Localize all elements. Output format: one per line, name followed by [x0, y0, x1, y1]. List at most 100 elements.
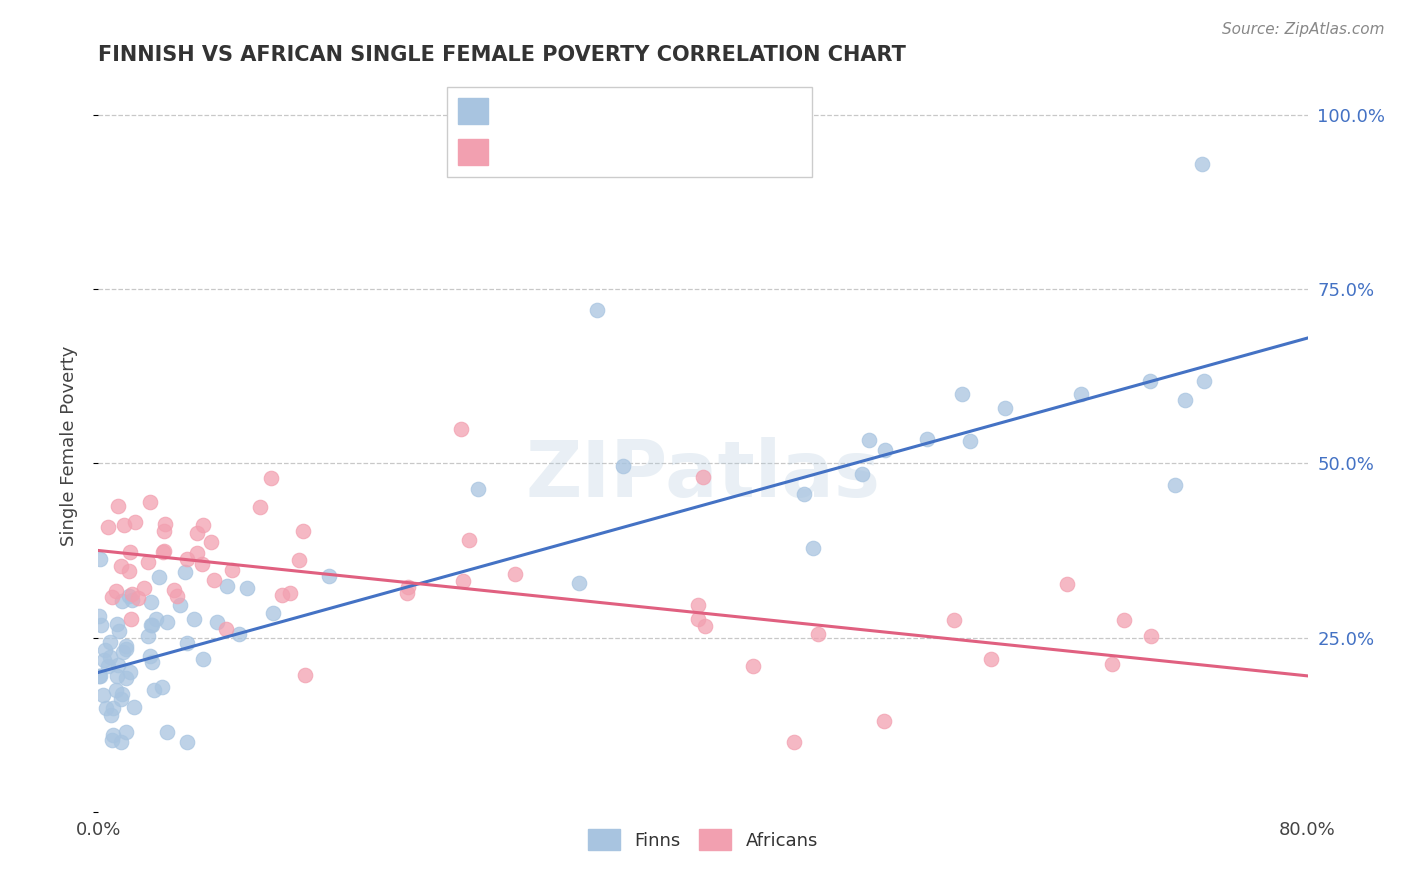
Point — [110, 735, 132, 749]
Point — [288, 553, 311, 567]
Point — [120, 544, 142, 558]
Point — [396, 580, 419, 594]
Point — [742, 658, 765, 673]
Point — [1139, 374, 1161, 388]
Point — [917, 432, 939, 446]
Point — [163, 583, 186, 598]
Point — [107, 499, 129, 513]
Point — [980, 652, 1002, 666]
Point — [141, 617, 163, 632]
Point — [807, 627, 830, 641]
Point — [101, 732, 124, 747]
Point — [1101, 657, 1123, 672]
Point — [271, 588, 294, 602]
Point — [173, 565, 195, 579]
Point — [141, 595, 163, 609]
Point — [121, 587, 143, 601]
Point — [236, 582, 259, 596]
Point — [1112, 613, 1135, 627]
Point — [1191, 157, 1213, 171]
Text: R = -0.201: R = -0.201 — [502, 141, 607, 160]
Point — [121, 593, 143, 607]
Point — [145, 612, 167, 626]
Point — [450, 421, 472, 435]
Point — [191, 518, 214, 533]
Point — [1164, 478, 1187, 492]
Point — [114, 724, 136, 739]
Point — [568, 576, 591, 591]
Point — [150, 681, 173, 695]
Point — [97, 658, 120, 673]
Point — [260, 470, 283, 484]
Point — [586, 303, 609, 318]
Point — [87, 668, 110, 682]
Point — [89, 552, 111, 566]
Point — [139, 495, 162, 509]
Point — [100, 591, 122, 605]
Point — [112, 517, 135, 532]
Point — [141, 656, 163, 670]
Point — [107, 657, 129, 672]
Point — [692, 470, 714, 484]
Point — [166, 590, 188, 604]
Point — [176, 552, 198, 566]
Point — [457, 533, 479, 547]
FancyBboxPatch shape — [458, 98, 488, 124]
Point — [87, 608, 110, 623]
Point — [612, 458, 634, 473]
Point — [1140, 629, 1163, 643]
Point — [183, 612, 205, 626]
Point — [112, 645, 135, 659]
Point — [132, 581, 155, 595]
Point — [994, 401, 1017, 415]
Point — [858, 434, 880, 448]
Point — [91, 688, 114, 702]
Point — [143, 683, 166, 698]
Point — [156, 724, 179, 739]
Point — [200, 535, 222, 549]
Point — [100, 708, 122, 723]
Point — [105, 683, 128, 698]
Point — [138, 649, 160, 664]
Point — [136, 629, 159, 643]
Text: N = 57: N = 57 — [673, 141, 742, 160]
Point — [111, 593, 134, 607]
Point — [693, 619, 716, 633]
Point — [127, 591, 149, 605]
Point — [141, 618, 163, 632]
Point — [950, 387, 973, 401]
Point — [1070, 386, 1092, 401]
Point — [467, 482, 489, 496]
Point — [793, 487, 815, 501]
Point — [215, 579, 238, 593]
Point — [1056, 577, 1078, 591]
Point — [1174, 393, 1197, 408]
Point — [152, 545, 174, 559]
Point — [686, 612, 709, 626]
Point — [148, 570, 170, 584]
Point — [262, 606, 284, 620]
Point — [153, 544, 176, 558]
Point — [228, 627, 250, 641]
Point — [108, 624, 131, 638]
Point — [191, 652, 214, 666]
Point — [318, 569, 340, 583]
Point — [94, 643, 117, 657]
Point — [98, 649, 121, 664]
Point — [176, 636, 198, 650]
Point — [451, 574, 474, 588]
Point — [176, 735, 198, 749]
Point — [278, 586, 301, 600]
Point — [115, 642, 138, 657]
Point — [186, 526, 208, 541]
Point — [396, 585, 419, 599]
Point — [100, 635, 122, 649]
Point — [115, 639, 138, 653]
Point — [110, 559, 132, 574]
Text: Source: ZipAtlas.com: Source: ZipAtlas.com — [1222, 22, 1385, 37]
Point — [688, 598, 710, 612]
Point — [503, 566, 526, 581]
Point — [783, 735, 806, 749]
Text: N = 77: N = 77 — [673, 100, 742, 119]
Point — [105, 669, 128, 683]
